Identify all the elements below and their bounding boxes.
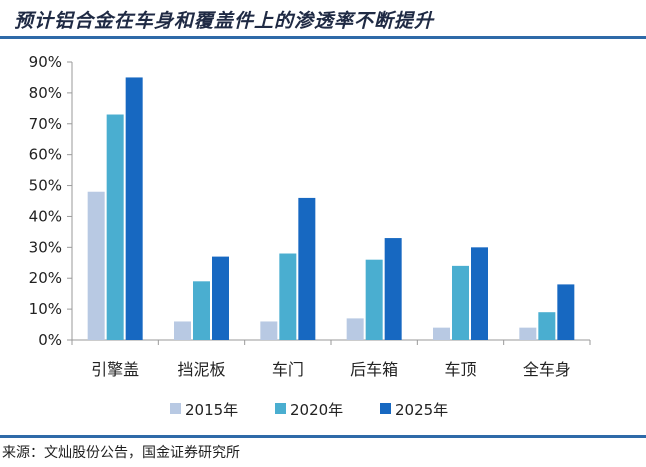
bar [174, 321, 191, 340]
source-note: 来源：文灿股份公告，国金证券研究所 [2, 445, 240, 461]
bar [298, 197, 316, 340]
legend-swatch [275, 403, 286, 414]
top-rule [0, 36, 646, 39]
header: 预计铝合金在车身和覆盖件上的渗透率不断提升 [0, 0, 646, 36]
bar [125, 77, 143, 340]
y-tick-label: 40% [29, 207, 62, 225]
bar [106, 114, 124, 340]
y-tick-label: 50% [29, 177, 62, 195]
bar [279, 253, 297, 340]
bar [365, 259, 383, 340]
y-tick-label: 90% [29, 53, 62, 71]
x-category-label: 全车身 [523, 360, 571, 379]
bar [538, 312, 556, 340]
legend-swatch [170, 403, 181, 414]
bar-chart: 0% 10% 20% 30% 40% 50% 60% 70% 80% 90% 引擎盖 挡泥板 车门 后车箱… [29, 53, 591, 419]
bar [452, 265, 469, 340]
bar [384, 238, 402, 340]
legend-label: 2015年 [185, 401, 238, 419]
legend-label: 2025年 [395, 401, 448, 419]
bar [87, 191, 105, 340]
x-category-label: 车门 [272, 360, 304, 379]
y-tick-label: 20% [29, 269, 62, 287]
y-tick-label: 70% [29, 115, 62, 133]
legend-label: 2020年 [290, 401, 343, 419]
bar [471, 247, 488, 340]
x-category-label: 引擎盖 [91, 360, 139, 379]
bar [519, 327, 537, 340]
x-category-label: 挡泥板 [177, 360, 225, 379]
bar [557, 284, 575, 340]
legend-swatch [380, 403, 391, 414]
bar [193, 281, 210, 340]
bar [212, 256, 229, 340]
y-tick-label: 0% [38, 331, 62, 349]
y-tick-label: 30% [29, 238, 62, 256]
y-tick-label: 80% [29, 84, 62, 102]
bar [433, 327, 450, 340]
x-category-label: 车顶 [444, 360, 476, 379]
chart-title: 预计铝合金在车身和覆盖件上的渗透率不断提升 [14, 10, 435, 32]
y-tick-label: 60% [29, 146, 62, 164]
y-tick-label: 10% [29, 300, 62, 318]
bar [346, 318, 364, 340]
bottom-rule [0, 435, 646, 438]
x-category-label: 后车箱 [350, 360, 398, 379]
bar [260, 321, 278, 340]
